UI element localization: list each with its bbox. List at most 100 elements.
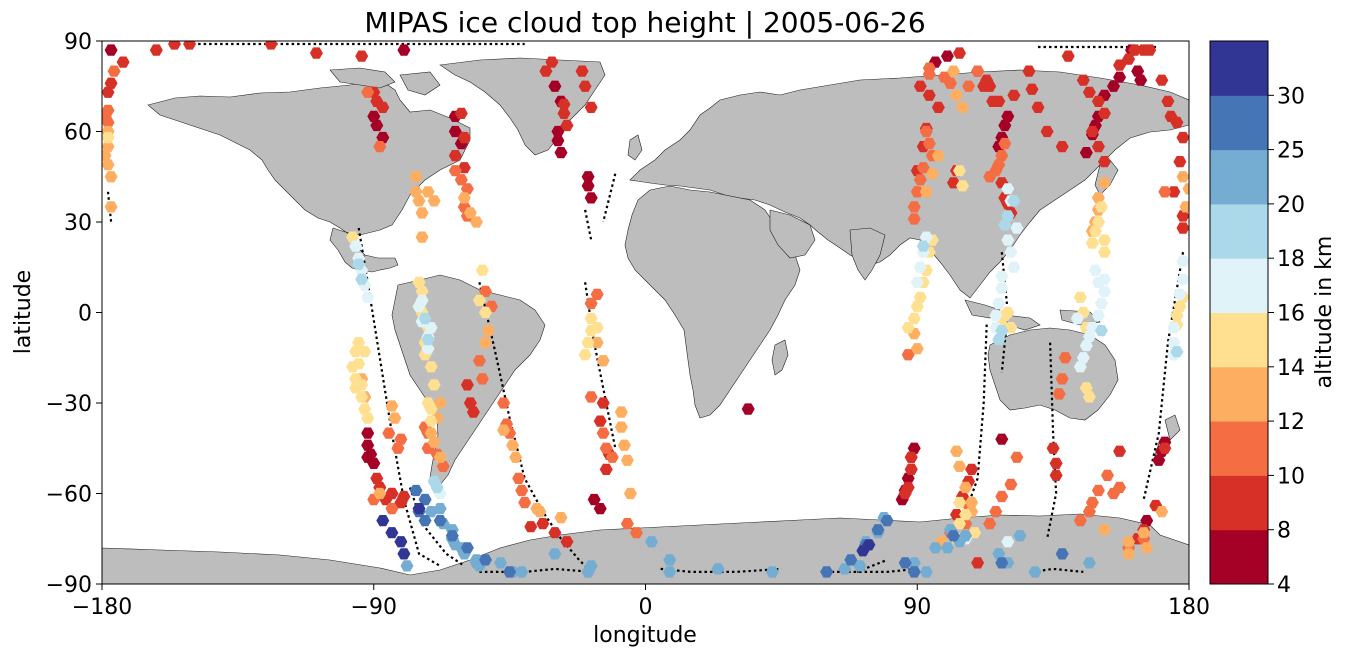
cloud-point xyxy=(838,563,852,575)
cloud-point xyxy=(947,530,960,542)
cloud-point xyxy=(463,207,477,219)
cloud-point xyxy=(940,542,954,554)
cloud-point xyxy=(629,527,643,539)
cloud-point xyxy=(472,355,486,367)
cloud-point xyxy=(385,527,399,539)
cloud-point xyxy=(102,86,115,98)
cloud-point xyxy=(922,89,936,101)
cloud-point xyxy=(557,107,571,119)
cloud-point xyxy=(1122,536,1136,548)
cloud-point xyxy=(512,472,526,484)
cloud-point xyxy=(1098,156,1111,168)
cloud-point xyxy=(956,101,969,113)
cloud-point xyxy=(1091,484,1105,497)
cloud-point xyxy=(596,397,610,409)
cloud-point xyxy=(355,273,369,285)
cloud-point xyxy=(1073,515,1087,527)
cloud-point xyxy=(382,427,396,439)
orbit-track-3 xyxy=(408,487,465,567)
cloud-point xyxy=(913,80,927,92)
cloud-point xyxy=(584,101,598,113)
cloud-point xyxy=(349,240,363,252)
cloud-point xyxy=(1001,110,1015,122)
cloud-point xyxy=(590,322,604,334)
cloud-point xyxy=(820,566,834,578)
cloud-point xyxy=(623,487,637,500)
cloud-point xyxy=(1049,457,1063,469)
cloud-point xyxy=(1167,322,1181,334)
cloud-point xyxy=(1070,312,1084,325)
cloud-point xyxy=(950,89,963,101)
cloud-point xyxy=(409,171,423,183)
y-axis: −90 −60 −30 0 30 60 90 xyxy=(46,30,102,598)
cloud-point xyxy=(433,451,447,463)
cloud-point xyxy=(919,125,933,138)
cloud-point xyxy=(149,44,163,56)
cloud-point xyxy=(1085,125,1099,138)
cloud-point xyxy=(1001,183,1015,195)
cloud-point xyxy=(515,484,529,497)
cloud-point xyxy=(560,536,574,548)
cloud-point xyxy=(482,325,495,337)
cloud-point xyxy=(1152,454,1166,466)
cloud-point xyxy=(645,536,658,548)
cloud-point xyxy=(871,524,885,536)
cloud-point xyxy=(548,80,562,92)
india-land xyxy=(849,227,886,281)
cloud-point xyxy=(907,442,921,454)
y-tick-label: −30 xyxy=(46,392,92,417)
cloud-point xyxy=(445,530,459,542)
cloud-point xyxy=(596,355,610,367)
cloud-point xyxy=(1091,141,1105,153)
cloud-point xyxy=(950,509,963,521)
cloud-point xyxy=(922,68,936,80)
cloud-point xyxy=(536,518,550,530)
orbit-track-4 xyxy=(479,567,592,573)
cloud-point xyxy=(424,427,438,439)
cloud-point xyxy=(475,264,489,276)
cloud-point xyxy=(853,560,867,572)
y-tick-label: 30 xyxy=(64,211,92,236)
cloud-point xyxy=(1079,382,1093,394)
uk-land xyxy=(627,134,643,161)
cloud-point xyxy=(947,65,960,77)
colorbar-tick-label: 4 xyxy=(1277,573,1291,598)
cloud-point xyxy=(995,270,1009,282)
cloud-point xyxy=(107,65,121,77)
y-tick-label: −60 xyxy=(46,483,92,508)
cloud-point xyxy=(1088,225,1102,237)
cloud-point xyxy=(518,496,532,509)
cloud-point xyxy=(454,107,468,119)
cloud-point xyxy=(418,312,432,325)
cloud-point xyxy=(910,276,924,288)
cloud-point xyxy=(418,493,432,506)
cloud-point xyxy=(1073,291,1087,303)
cloud-point xyxy=(102,159,115,171)
cloud-point xyxy=(548,527,562,539)
colorbar-segment xyxy=(1210,258,1268,313)
cloud-point xyxy=(433,515,447,527)
cloud-point xyxy=(590,288,604,300)
cloud-point xyxy=(953,47,966,59)
cloud-point xyxy=(916,162,930,174)
cloud-point xyxy=(901,322,915,334)
cloud-point xyxy=(1040,125,1054,138)
cloud-point xyxy=(373,141,387,153)
cloud-point xyxy=(1082,391,1096,403)
cloud-point xyxy=(460,542,474,554)
cloud-point xyxy=(385,487,399,500)
cloud-point xyxy=(497,397,511,409)
cloud-points xyxy=(102,41,1189,578)
x-tick-label: 180 xyxy=(1168,595,1210,620)
cloud-point xyxy=(394,536,408,548)
cloud-point xyxy=(998,137,1012,150)
cloud-point xyxy=(1001,536,1015,548)
cloud-point xyxy=(352,258,366,270)
cloud-point xyxy=(620,518,634,530)
cloud-point xyxy=(412,503,426,515)
cloud-point xyxy=(1098,107,1111,119)
cloud-point xyxy=(1173,156,1187,168)
cloud-point xyxy=(1055,548,1069,560)
cloud-point xyxy=(373,487,387,500)
cloud-point xyxy=(436,460,450,472)
